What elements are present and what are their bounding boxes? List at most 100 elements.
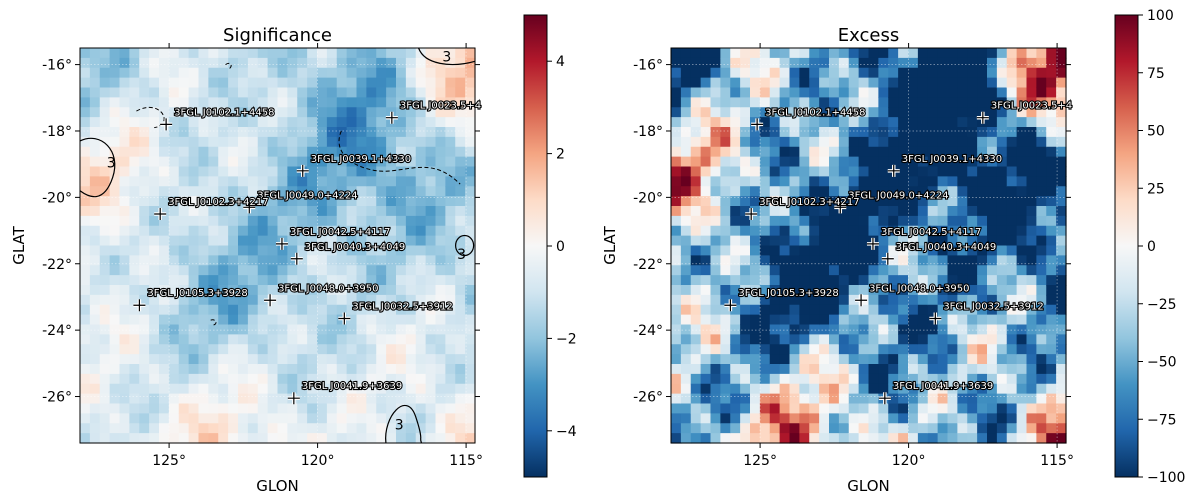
source-marker (866, 237, 879, 250)
chart-title: Excess (838, 25, 899, 46)
source-label: 3FGL J0039.1+4330 (311, 154, 411, 165)
source-label: 3FGL J0039.1+4330 (902, 154, 1002, 165)
y-tick-label: -20° (42, 190, 72, 206)
source-marker (133, 299, 146, 312)
y-tick-label: -26° (42, 390, 72, 406)
x-tick-label: 120° (892, 453, 926, 469)
source-markers: 3FGL J0102.1+4458 3FGL J0023.5+4 3FGL J003… (724, 100, 1073, 405)
source-marker (929, 312, 942, 325)
x-axis-label: GLON (256, 477, 298, 495)
y-tick-label: -18° (633, 124, 663, 140)
source-marker (751, 118, 764, 131)
colorbar-tick-label: 75 (1147, 66, 1165, 82)
colorbar-tick-label: 0 (1147, 239, 1156, 255)
colorbar-tick-label: 4 (556, 54, 565, 70)
heatmap-image (671, 48, 1067, 444)
axes-frame (79, 47, 476, 444)
source-marker (878, 392, 891, 405)
contour-label: 3 (457, 247, 466, 263)
colorbar-tick-label: −100 (1147, 470, 1185, 486)
source-marker (243, 201, 256, 214)
source-marker (154, 207, 167, 220)
heatmap-image (80, 48, 476, 444)
axes-frame (670, 47, 1067, 444)
source-label: 3FGL J0105.3+3928 (147, 288, 247, 299)
source-label: 3FGL J0040.3+4049 (896, 242, 996, 253)
source-label: 3FGL J0042.5+4117 (881, 227, 981, 238)
source-label: 3FGL J0105.3+3928 (738, 288, 838, 299)
colorbar-tick-label: −4 (556, 424, 577, 440)
source-label: 3FGL J0032.5+3912 (352, 302, 452, 313)
source-marker (724, 299, 737, 312)
source-label: 3FGL J0040.3+4049 (305, 242, 405, 253)
x-tick-label: 115° (1040, 453, 1074, 469)
y-tick-label: -16° (42, 58, 72, 74)
source-label: 3FGL J0102.3+4217 (168, 197, 268, 208)
y-tick-label: -20° (633, 190, 663, 206)
grid-lines (80, 48, 475, 443)
colorbar-tick-label: −75 (1147, 412, 1177, 428)
source-label: 3FGL J0049.0+4224 (848, 190, 948, 201)
y-tick-label: -22° (633, 257, 663, 273)
x-tick-label: 125° (152, 453, 186, 469)
colorbar-gradient (1114, 14, 1139, 478)
source-label: 3FGL J0102.1+4458 (765, 107, 865, 118)
source-label: 3FGL J0102.3+4217 (759, 197, 859, 208)
colorbar-tick-label: −50 (1147, 355, 1177, 371)
source-label: 3FGL J0023.5+4 (991, 101, 1072, 112)
source-label: 3FGL J0049.0+4224 (257, 190, 357, 201)
x-tick-label: 120° (301, 453, 335, 469)
x-axis-label: GLON (847, 477, 889, 495)
x-tick-label: 115° (449, 453, 483, 469)
source-marker (881, 252, 894, 265)
source-marker (976, 111, 989, 124)
source-label: 3FGL J0042.5+4117 (290, 227, 390, 238)
contour-label: 3 (107, 155, 116, 171)
x-tick-label: 125° (743, 453, 777, 469)
source-marker (275, 237, 288, 250)
excess-panel: 125° 120° 115° -16° -18° -20° -22° -24° -26° Exce… (601, 8, 1185, 495)
source-marker (834, 201, 847, 214)
source-marker (290, 252, 303, 265)
colorbar-tick-label: 2 (556, 147, 565, 163)
colorbar: 4 2 0 −2 −4 (523, 14, 577, 478)
colorbar-tick-label: 100 (1147, 8, 1174, 24)
source-marker (264, 294, 277, 307)
contour-label: 3 (442, 49, 451, 65)
colorbar-tick-label: 0 (556, 239, 565, 255)
source-marker (338, 312, 351, 325)
y-tick-label: -22° (42, 257, 72, 273)
y-tick-label: -24° (42, 323, 72, 339)
y-tick-label: -24° (633, 323, 663, 339)
contour-lines: 3 3 3 3 (79, 47, 476, 444)
source-markers: 3FGL J0102.1+4458 3FGL J0023.5+4 3FGL J003… (133, 100, 482, 405)
colorbar-tick-label: −2 (556, 331, 577, 347)
y-axis-label: GLAT (10, 225, 28, 264)
source-marker (385, 111, 398, 124)
colorbar: 100 75 50 25 0 −25 −50 −75 −100 (1114, 8, 1185, 486)
source-marker (855, 294, 868, 307)
source-label: 3FGL J0102.1+4458 (174, 107, 274, 118)
colorbar-tick-label: −25 (1147, 297, 1177, 313)
source-marker (160, 118, 173, 131)
chart-title: Significance (223, 25, 332, 46)
source-label: 3FGL J0023.5+4 (400, 101, 481, 112)
source-marker (745, 207, 758, 220)
source-marker (287, 392, 300, 405)
source-label: 3FGL J0048.0+3950 (869, 283, 969, 294)
source-marker (296, 164, 309, 177)
y-tick-label: -16° (633, 58, 663, 74)
y-tick-label: -18° (42, 124, 72, 140)
source-label: 3FGL J0041.9+3639 (302, 381, 402, 392)
colorbar-tick-label: 50 (1147, 124, 1165, 140)
y-axis-label: GLAT (601, 225, 619, 264)
colorbar-gradient (523, 14, 548, 478)
grid-lines (671, 48, 1066, 443)
significance-panel: 3 3 3 3 125° 120° 115° -16° -18° -20° -22° -24° -26°… (10, 14, 577, 495)
source-label: 3FGL J0048.0+3950 (278, 283, 378, 294)
y-tick-label: -26° (633, 390, 663, 406)
colorbar-tick-label: 25 (1147, 181, 1165, 197)
contour-label: 3 (395, 418, 404, 434)
source-label: 3FGL J0041.9+3639 (893, 381, 993, 392)
